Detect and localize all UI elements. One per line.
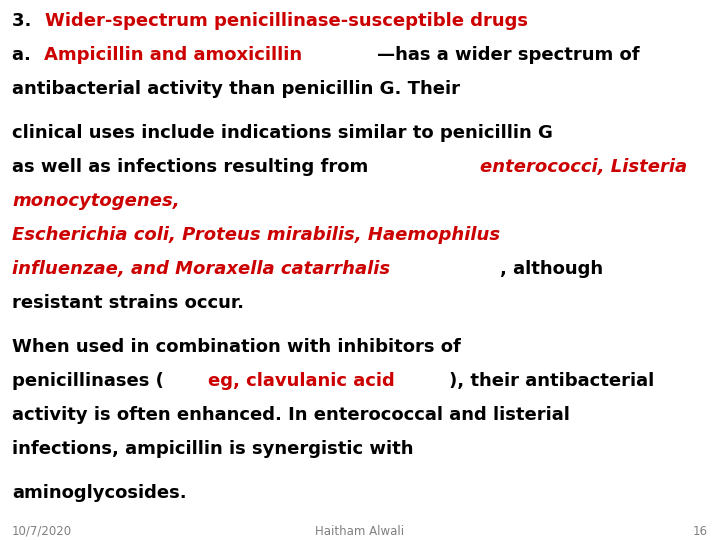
Text: resistant strains occur.: resistant strains occur. xyxy=(12,294,244,312)
Text: infections, ampicillin is synergistic with: infections, ampicillin is synergistic wi… xyxy=(12,440,413,458)
Text: When used in combination with inhibitors of: When used in combination with inhibitors… xyxy=(12,338,461,356)
Text: clinical uses include indications similar to penicillin G: clinical uses include indications simila… xyxy=(12,124,553,142)
Text: 3.: 3. xyxy=(12,12,37,30)
Text: penicillinases (: penicillinases ( xyxy=(12,372,164,390)
Text: Wider-spectrum penicillinase-susceptible drugs: Wider-spectrum penicillinase-susceptible… xyxy=(45,12,528,30)
Text: antibacterial activity than penicillin G. Their: antibacterial activity than penicillin G… xyxy=(12,80,460,98)
Text: 16: 16 xyxy=(693,525,708,538)
Text: as well as infections resulting from: as well as infections resulting from xyxy=(12,158,374,176)
Text: a.: a. xyxy=(12,46,37,64)
Text: Ampicillin and amoxicillin: Ampicillin and amoxicillin xyxy=(45,46,302,64)
Text: enterococci, Listeria: enterococci, Listeria xyxy=(480,158,687,176)
Text: eg, clavulanic acid: eg, clavulanic acid xyxy=(208,372,395,390)
Text: monocytogenes,: monocytogenes, xyxy=(12,192,179,210)
Text: activity is often enhanced. In enterococcal and listerial: activity is often enhanced. In enterococ… xyxy=(12,406,570,424)
Text: influenzae, and Moraxella catarrhalis: influenzae, and Moraxella catarrhalis xyxy=(12,260,390,278)
Text: Haitham Alwali: Haitham Alwali xyxy=(315,525,405,538)
Text: Escherichia coli, Proteus mirabilis, Haemophilus: Escherichia coli, Proteus mirabilis, Hae… xyxy=(12,226,500,244)
Text: —has a wider spectrum of: —has a wider spectrum of xyxy=(377,46,640,64)
Text: aminoglycosides.: aminoglycosides. xyxy=(12,484,186,502)
Text: 10/7/2020: 10/7/2020 xyxy=(12,525,72,538)
Text: , although: , although xyxy=(500,260,603,278)
Text: ), their antibacterial: ), their antibacterial xyxy=(449,372,654,390)
